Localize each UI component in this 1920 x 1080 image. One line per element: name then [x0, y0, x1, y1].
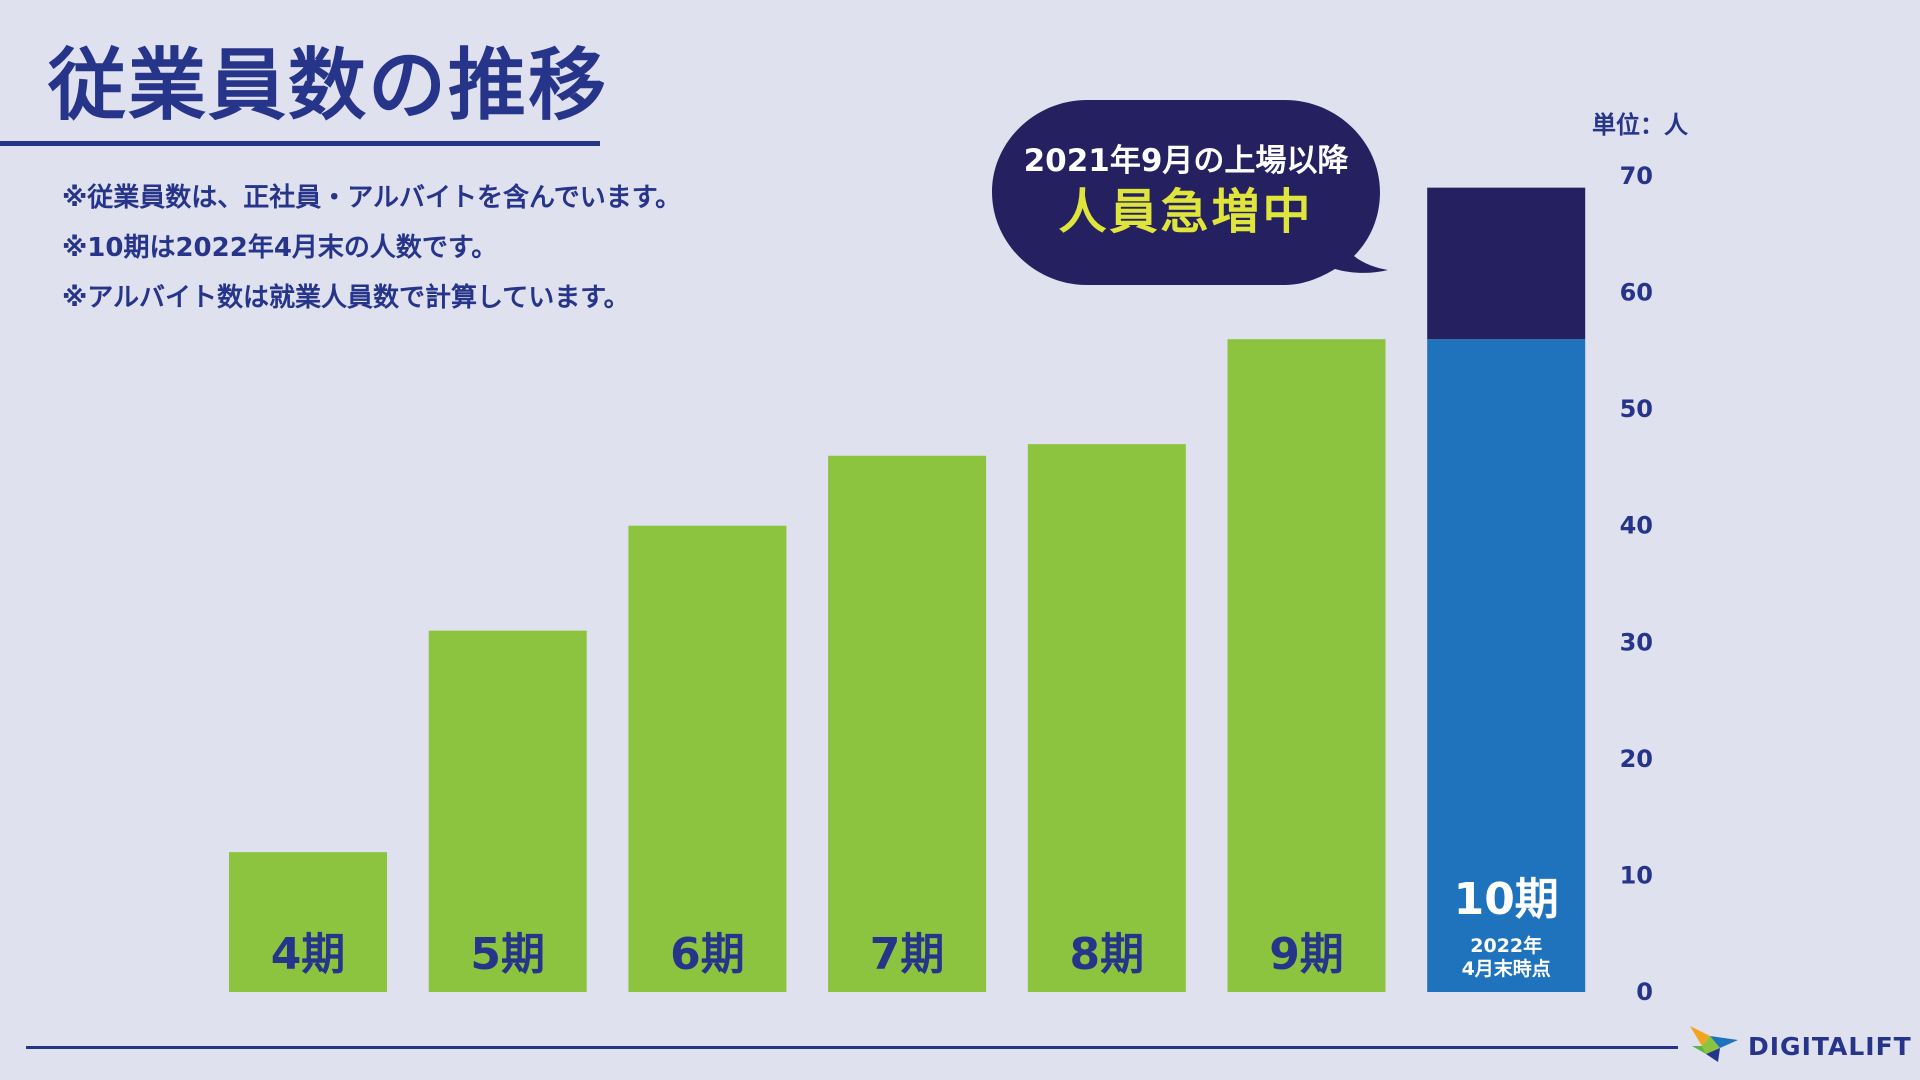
bar-6-series-1: [1227, 339, 1386, 992]
bar-7-series-2: [1427, 187, 1586, 340]
category-label-7: 10期: [1454, 874, 1559, 925]
bar-7-series-1: [1427, 339, 1586, 992]
category-sublabel-7-line-2: 4月末時点: [1462, 957, 1551, 980]
note-2: ※10期は2022年4月末の人数です。: [62, 233, 498, 263]
category-label-1: 4期: [271, 929, 346, 980]
note-3: ※アルバイト数は就業人員数で計算しています。: [62, 283, 630, 313]
category-label-3: 6期: [670, 929, 745, 980]
unit-label: 単位：人: [1592, 111, 1688, 139]
callout-text: 2021年9月の上場以降 人員急増中: [992, 100, 1380, 285]
y-tick-label: 50: [1620, 395, 1653, 423]
footer-divider: [26, 1046, 1678, 1049]
speech-bubble: [992, 100, 1388, 285]
callout-line-1: 2021年9月の上場以降: [1023, 143, 1349, 180]
brand-name: DIGITALIFT: [1748, 1032, 1912, 1061]
bar-1-series-1: [229, 852, 387, 992]
category-label-6: 9期: [1269, 929, 1344, 980]
page-title: 従業員数の推移: [48, 41, 609, 131]
notes-list: ※従業員数は、正社員・アルバイトを含んでいます。 ※10期は2022年4月末の人…: [62, 180, 681, 330]
bar-2-series-1: [428, 630, 587, 992]
category-sublabel-7-line-1: 2022年: [1470, 934, 1542, 957]
y-tick-label: 30: [1620, 628, 1653, 656]
bird-logo-icon: [1690, 1026, 1738, 1062]
category-label-5: 8期: [1069, 929, 1144, 980]
callout-line-2: 人員急増中: [1058, 184, 1314, 241]
category-label-2: 5期: [470, 929, 545, 980]
category-label-4: 7期: [870, 929, 945, 980]
y-tick-label: 40: [1620, 512, 1653, 540]
y-tick-label: 0: [1636, 978, 1653, 1006]
title-underline: [0, 141, 600, 146]
bar-3-series-1: [628, 525, 787, 992]
bar-5-series-1: [1027, 444, 1186, 993]
bar-4-series-1: [828, 455, 987, 992]
y-tick-label: 20: [1620, 745, 1653, 773]
y-tick-label: 60: [1620, 279, 1653, 307]
y-tick-label: 10: [1620, 861, 1653, 889]
y-tick-label: 70: [1620, 162, 1653, 190]
note-1: ※従業員数は、正社員・アルバイトを含んでいます。: [62, 183, 682, 213]
